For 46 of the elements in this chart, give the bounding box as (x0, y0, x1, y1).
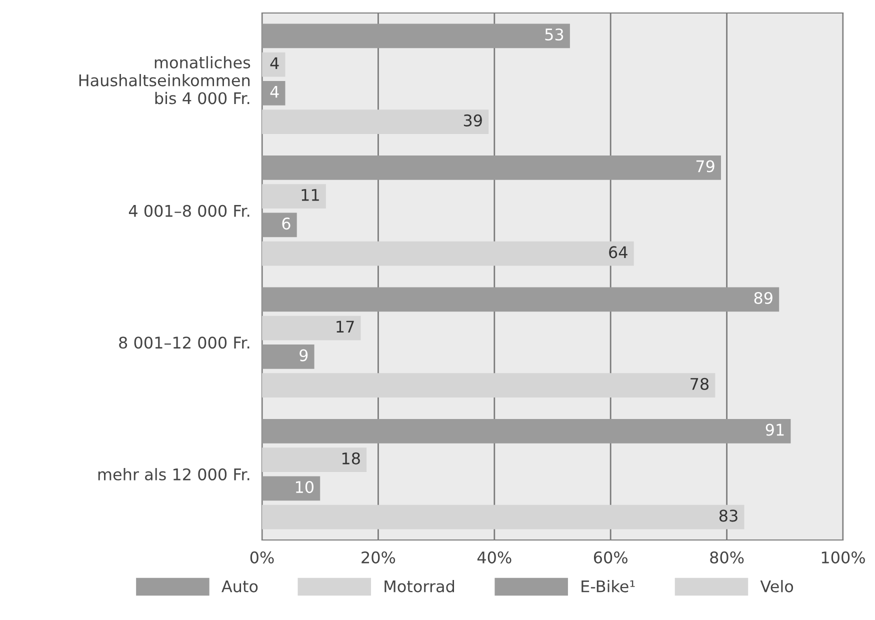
data-label: 4 (270, 57, 279, 69)
legend-label: Motorrad (384, 580, 454, 592)
data-label: 79 (696, 160, 714, 172)
bar (262, 504, 744, 530)
legend-label: Velo (760, 580, 794, 592)
data-label: 17 (336, 320, 354, 332)
x-tick-label: 100% (822, 551, 865, 564)
data-label: 10 (296, 481, 314, 494)
bar (262, 418, 791, 444)
x-tick-label: 60% (594, 551, 628, 564)
bar (262, 241, 634, 266)
data-label: 83 (719, 510, 738, 522)
bar (262, 287, 780, 312)
bar (262, 81, 286, 106)
bar (262, 344, 314, 369)
data-label: 39 (464, 114, 482, 126)
bar (262, 52, 286, 77)
x-tick-label: 80% (710, 551, 744, 564)
bar (262, 24, 570, 48)
data-label: 91 (766, 424, 784, 436)
data-label: 18 (342, 452, 360, 464)
bar (262, 373, 716, 398)
x-tick-label: 40% (477, 551, 512, 564)
bar (262, 448, 367, 472)
y-tick-label: mehr als 12 000 Fr. (98, 468, 250, 480)
x-tick-label: 20% (362, 551, 396, 564)
data-label: 11 (302, 189, 319, 201)
data-label: 78 (690, 378, 709, 390)
legend-label: E-Bike¹ (582, 580, 635, 592)
data-label: 4 (270, 86, 279, 98)
data-label: 64 (609, 246, 628, 258)
data-label: 53 (545, 28, 564, 41)
bar (262, 316, 361, 340)
bar (262, 184, 326, 208)
x-tick-label: 0% (250, 551, 274, 564)
y-tick-label: 4 001–8 000 Fr. (128, 204, 250, 217)
y-tick-label: 8 001–12 000 Fr. (119, 336, 250, 349)
data-label: 9 (300, 349, 308, 362)
y-tick-label: monatliches Haushaltseinkommen bis 4 000 Fr. (79, 56, 250, 104)
data-label: 89 (754, 292, 772, 304)
bar (262, 212, 297, 238)
bar (262, 110, 489, 134)
legend-label: Auto (222, 580, 258, 592)
bar (262, 155, 721, 180)
data-label: 6 (282, 218, 290, 230)
bar (262, 476, 320, 501)
